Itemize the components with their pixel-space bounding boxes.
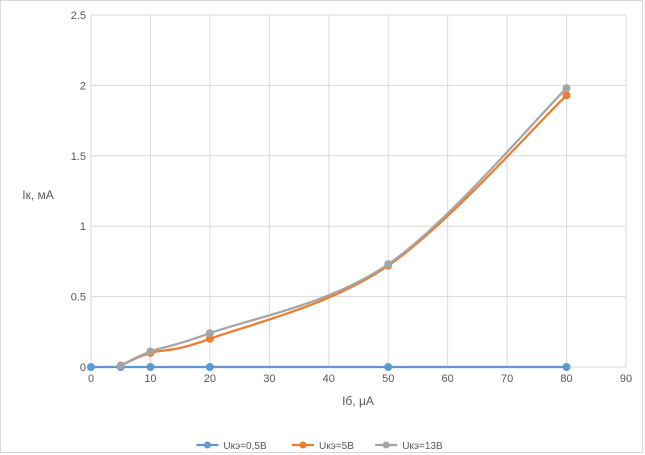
legend: Uкэ=0,5В Uкэ=5В Uкэ=13В	[196, 441, 443, 452]
legend-label: Uкэ=13В	[402, 441, 443, 452]
y-tick-label: 2.5	[71, 10, 86, 22]
legend-swatch-marker	[382, 441, 390, 449]
data-point	[562, 91, 571, 100]
data-point	[562, 363, 571, 371]
x-tick-label: 50	[382, 373, 394, 385]
x-tick-label: 90	[620, 373, 632, 385]
y-tick-label: 1.5	[71, 151, 86, 163]
x-tick-label: 30	[263, 373, 275, 385]
y-tick-label: 1	[80, 221, 86, 233]
data-point	[146, 363, 155, 371]
x-tick-label: 0	[88, 373, 94, 385]
x-tick-label: 20	[204, 373, 216, 385]
series-line	[119, 94, 568, 367]
data-point	[384, 260, 393, 269]
data-point	[146, 347, 155, 356]
legend-item: Uкэ=0,5В	[196, 441, 267, 452]
legend-label: Uкэ=0,5В	[223, 441, 267, 452]
axes: 0 10 20 30 40 50 60 70 80 90 0 0.5 1 1.5 2 2.5	[71, 10, 632, 385]
series-line	[119, 87, 568, 367]
x-axis-label: Іб, μА	[342, 394, 374, 408]
data-point	[562, 84, 571, 93]
y-axis-label: Ік, мА	[22, 188, 54, 202]
legend-label: Uкэ=5В	[319, 441, 354, 452]
y-tick-label: 0.5	[71, 292, 86, 304]
legend-item: Uкэ=5В	[292, 441, 354, 452]
grid	[91, 14, 627, 367]
series-2	[116, 91, 571, 370]
legend-swatch-marker	[203, 441, 211, 449]
data-point	[205, 329, 214, 338]
y-tick-label: 2	[80, 80, 86, 92]
data-point	[205, 363, 214, 371]
x-tick-label: 10	[144, 373, 156, 385]
data-point	[87, 363, 95, 371]
series-3	[116, 84, 571, 370]
data-point	[384, 363, 393, 371]
x-tick-label: 60	[442, 373, 454, 385]
x-tick-label: 70	[501, 373, 513, 385]
series	[87, 84, 571, 371]
data-point	[116, 361, 125, 370]
legend-item: Uкэ=13В	[375, 441, 443, 452]
y-tick-label: 0	[80, 362, 86, 374]
x-tick-label: 40	[323, 373, 335, 385]
legend-swatch-marker	[299, 441, 307, 449]
x-tick-label: 80	[560, 373, 572, 385]
